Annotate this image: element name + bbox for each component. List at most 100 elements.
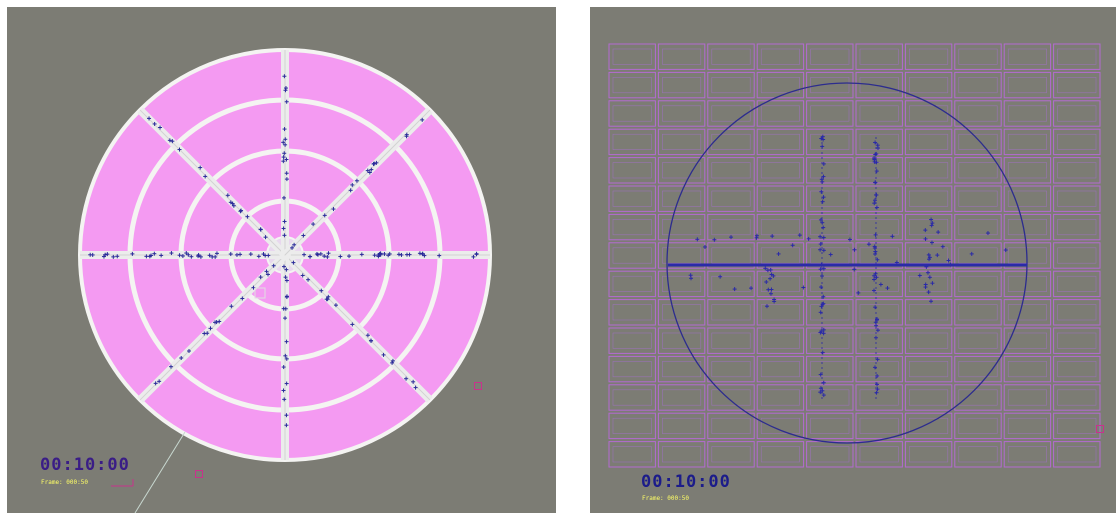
- grid-cell-inner: [958, 446, 998, 463]
- grid-cell-inner: [612, 190, 652, 207]
- grid-cell-inner: [859, 304, 899, 321]
- grid-cell-inner: [909, 48, 949, 65]
- grid-cell: [806, 327, 854, 354]
- grid-cell: [707, 242, 755, 269]
- grid-cell: [954, 384, 1002, 411]
- grid-cell: [756, 441, 805, 468]
- grid-cell-inner: [760, 446, 800, 463]
- grid-cell: [954, 299, 1002, 326]
- grid-cell-inner: [612, 389, 652, 406]
- grid-cell-inner: [958, 247, 998, 264]
- grid-cell-inner: [612, 247, 652, 264]
- grid-cell: [657, 270, 706, 298]
- grid-cell-inner: [662, 417, 702, 434]
- grid-cell-inner: [958, 162, 998, 179]
- grid-cell: [657, 128, 706, 156]
- grid-cell: [1053, 299, 1101, 326]
- grid-cell-inner: [612, 162, 652, 179]
- grid-cell: [1053, 270, 1101, 298]
- grid-cell-inner: [1007, 190, 1047, 207]
- grid-cell: [855, 441, 903, 468]
- grid-cell: [904, 441, 953, 468]
- grid-cell-inner: [1007, 446, 1047, 463]
- grid-cell: [855, 128, 903, 156]
- grid-cell: [756, 327, 805, 354]
- grid-cell: [855, 299, 903, 326]
- grid-cell: [904, 270, 953, 298]
- grid-cell: [904, 327, 953, 354]
- grid-cell-inner: [810, 219, 850, 236]
- grid-cell-inner: [662, 162, 702, 179]
- grid-cell: [657, 384, 706, 411]
- grid-cell: [954, 327, 1002, 354]
- grid-cell: [756, 185, 805, 212]
- grid-cell: [806, 242, 854, 269]
- grid-cell-inner: [662, 446, 702, 463]
- grid-cell-inner: [662, 48, 702, 65]
- grid-cell: [904, 412, 953, 440]
- grid-cell-inner: [612, 332, 652, 349]
- grid-cell: [707, 327, 755, 354]
- grid-cell-inner: [662, 304, 702, 321]
- grid-cell-inner: [909, 105, 949, 122]
- grid-cell-inner: [958, 219, 998, 236]
- rectangular-grid-diagram: [608, 43, 1101, 468]
- grid-cell-inner: [1007, 389, 1047, 406]
- grid-cell-inner: [1057, 389, 1097, 406]
- grid-cell: [756, 71, 805, 99]
- grid-cell: [855, 43, 903, 70]
- grid-cell: [904, 157, 953, 184]
- grid-cell-inner: [859, 446, 899, 463]
- grid-cell-inner: [612, 361, 652, 378]
- grid-cell-inner: [859, 162, 899, 179]
- grid-cell: [707, 128, 755, 156]
- grid-cell: [1053, 242, 1101, 269]
- grid-cell-inner: [662, 361, 702, 378]
- grid-cell: [707, 270, 755, 298]
- grid-cell-inner: [810, 446, 850, 463]
- grid-cell: [707, 100, 755, 127]
- grid-cell: [954, 100, 1002, 127]
- grid-cell: [608, 327, 656, 354]
- grid-cell-inner: [810, 332, 850, 349]
- grid-cell: [657, 299, 706, 326]
- grid-cell-inner: [1057, 332, 1097, 349]
- grid-cell: [806, 185, 854, 212]
- grid-cell: [707, 185, 755, 212]
- grid-cell-inner: [909, 446, 949, 463]
- grid-cell: [1053, 185, 1101, 212]
- grid-cell-inner: [1007, 361, 1047, 378]
- grid-cell: [954, 185, 1002, 212]
- grid-cell: [707, 157, 755, 184]
- spoke-center-3: [139, 254, 286, 401]
- grid-cell-inner: [711, 389, 751, 406]
- grid-cell-inner: [958, 105, 998, 122]
- grid-cell-inner: [1057, 275, 1097, 292]
- grid-cell-inner: [711, 332, 751, 349]
- grid-cell: [1053, 128, 1101, 156]
- grid-cell-inner: [1007, 77, 1047, 94]
- grid-cell: [657, 185, 706, 212]
- grid-cell: [756, 43, 805, 70]
- grid-cell: [1003, 185, 1052, 212]
- grid-cell: [954, 242, 1002, 269]
- grid-cell: [1053, 43, 1101, 70]
- grid-cell: [608, 128, 656, 156]
- grid-cell: [1003, 327, 1052, 354]
- grid-cell: [1053, 412, 1101, 440]
- grid-cell-inner: [711, 275, 751, 292]
- grid-cell-inner: [612, 417, 652, 434]
- grid-cell-inner: [909, 304, 949, 321]
- grid-cell: [855, 327, 903, 354]
- grid-cell: [904, 355, 953, 383]
- grid-cell-inner: [810, 275, 850, 292]
- grid-cell: [806, 71, 854, 99]
- grid-cell-inner: [1057, 105, 1097, 122]
- selection-box: [254, 287, 266, 299]
- grid-cell-inner: [810, 304, 850, 321]
- grid-cell-inner: [760, 275, 800, 292]
- grid-cell-inner: [760, 361, 800, 378]
- grid-cell: [904, 185, 953, 212]
- grid-cell: [855, 185, 903, 212]
- grid-cell: [855, 355, 903, 383]
